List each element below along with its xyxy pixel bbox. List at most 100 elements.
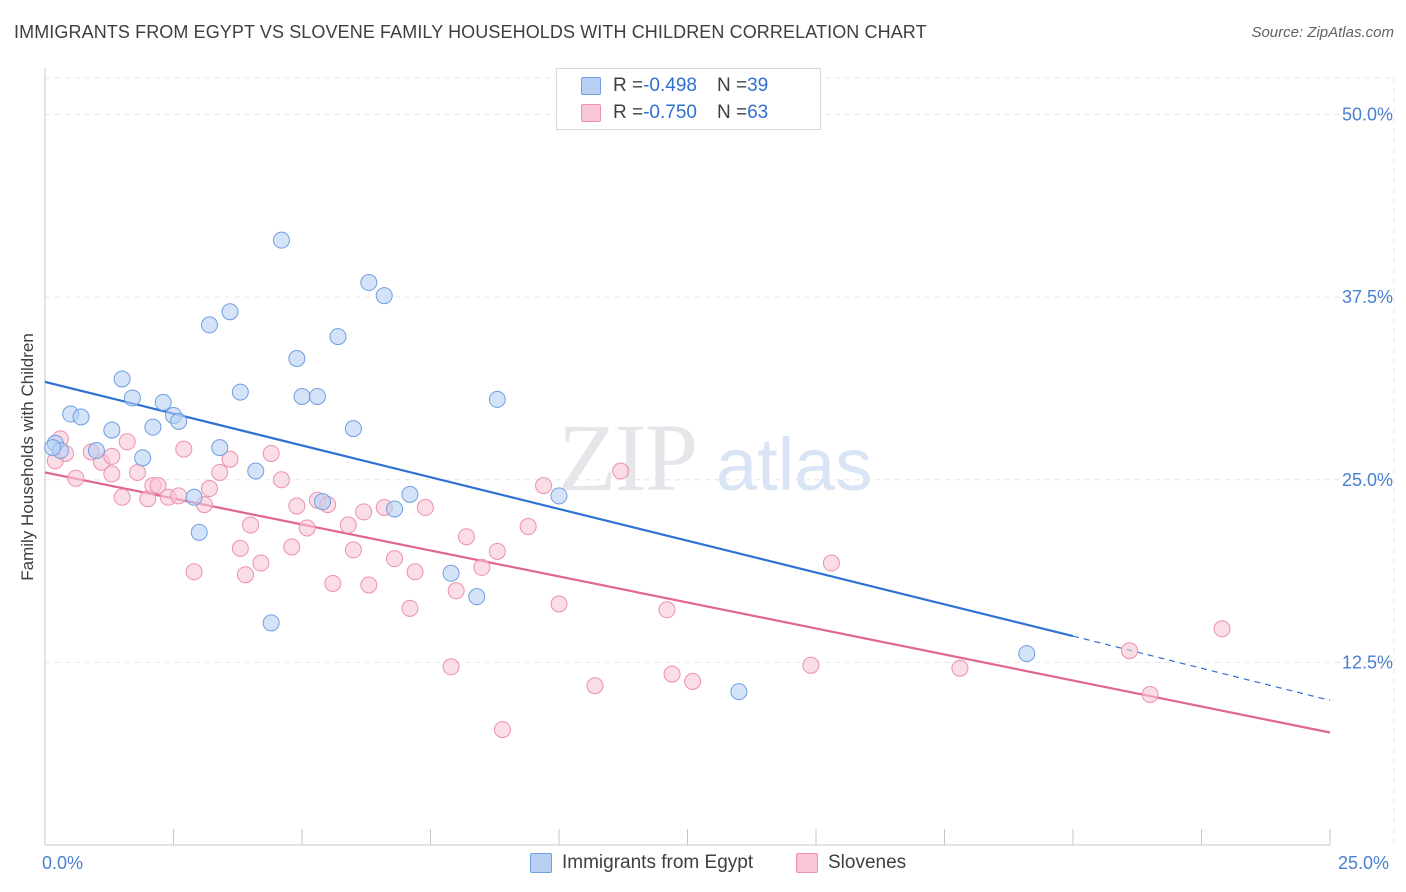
chart-title: IMMIGRANTS FROM EGYPT VS SLOVENE FAMILY … xyxy=(14,22,927,42)
point-egypt xyxy=(72,408,90,426)
point-slovenes xyxy=(1121,642,1139,660)
trend-line-egypt-extension xyxy=(1072,635,1331,701)
point-slovenes xyxy=(103,465,121,483)
legend-n-label: N = xyxy=(716,75,748,96)
point-slovenes xyxy=(416,499,434,517)
point-slovenes xyxy=(221,450,239,468)
point-egypt xyxy=(262,614,280,632)
bottom-legend-egypt: Immigrants from Egypt xyxy=(530,852,753,874)
point-egypt xyxy=(314,493,332,511)
bottom-legend-swatch-egypt xyxy=(530,853,552,873)
point-egypt xyxy=(134,449,152,467)
bottom-legend-label-egypt: Immigrants from Egypt xyxy=(562,852,754,873)
point-slovenes xyxy=(401,599,419,617)
x-tick-label-min: 0.0% xyxy=(42,853,84,873)
point-slovenes xyxy=(586,677,604,695)
trend-line-slovenes xyxy=(44,471,1331,734)
watermark: ZIP atlas xyxy=(558,404,872,511)
point-slovenes xyxy=(288,497,306,515)
point-slovenes xyxy=(103,447,121,465)
point-slovenes xyxy=(262,444,280,462)
point-slovenes xyxy=(406,563,424,581)
bottom-legend-label-slovenes: Slovenes xyxy=(828,852,907,873)
point-slovenes xyxy=(535,477,553,495)
legend-r-label: R = xyxy=(613,75,644,96)
point-slovenes xyxy=(488,542,506,560)
bottom-legend-swatch-slovenes xyxy=(796,853,818,873)
legend-row-egypt: R = -0.498 N = 39 xyxy=(581,75,768,97)
watermark-zip: ZIP xyxy=(558,404,696,511)
point-slovenes xyxy=(113,488,131,506)
point-slovenes xyxy=(185,563,203,581)
point-slovenes xyxy=(242,516,260,534)
point-slovenes xyxy=(457,528,475,546)
point-egypt xyxy=(442,564,460,582)
point-egypt xyxy=(272,231,290,249)
point-slovenes xyxy=(129,463,147,481)
point-slovenes xyxy=(550,595,568,613)
point-egypt xyxy=(550,487,568,505)
points-layer xyxy=(44,231,1231,739)
point-slovenes xyxy=(67,469,85,487)
y-tick-label: 37.5% xyxy=(1342,287,1393,307)
point-egypt xyxy=(190,523,208,541)
point-egypt xyxy=(288,350,306,368)
point-slovenes xyxy=(355,503,373,521)
point-slovenes xyxy=(612,462,630,480)
point-slovenes xyxy=(175,440,193,458)
point-egypt xyxy=(211,439,229,457)
point-egypt xyxy=(386,500,404,518)
point-egypt xyxy=(154,393,172,411)
point-egypt xyxy=(329,328,347,346)
axis-layer: 12.5% 25.0% 37.5% 50.0% xyxy=(44,68,1393,846)
point-egypt xyxy=(170,412,188,430)
point-slovenes xyxy=(339,516,357,534)
legend-r-label: R = xyxy=(613,102,644,123)
legend-n-value: 39 xyxy=(747,75,769,96)
point-egypt xyxy=(103,421,121,439)
y-tick-label: 12.5% xyxy=(1342,652,1393,672)
point-egypt xyxy=(293,387,311,405)
point-egypt xyxy=(401,485,419,503)
legend: R = -0.498 N = 39 R = -0.750 N = 63 xyxy=(556,68,821,130)
point-egypt xyxy=(200,316,218,334)
point-egypt xyxy=(1018,645,1036,663)
point-slovenes xyxy=(493,721,511,739)
bottom-legend-slovenes: Slovenes xyxy=(796,852,906,874)
point-egypt xyxy=(308,387,326,405)
legend-n-label: N = xyxy=(716,102,748,123)
point-slovenes xyxy=(283,538,301,556)
point-egypt xyxy=(375,287,393,305)
point-slovenes xyxy=(298,519,316,537)
point-egypt xyxy=(344,420,362,438)
legend-swatch-slovenes xyxy=(581,104,601,122)
point-slovenes xyxy=(473,558,491,576)
point-egypt xyxy=(123,389,141,407)
trend-line-egypt xyxy=(44,380,1074,638)
point-slovenes xyxy=(272,471,290,489)
point-slovenes xyxy=(149,477,167,495)
legend-row-slovenes: R = -0.750 N = 63 xyxy=(581,102,768,124)
point-slovenes xyxy=(658,601,676,619)
point-egypt xyxy=(730,683,748,701)
point-slovenes xyxy=(1213,620,1231,638)
point-egypt xyxy=(360,274,378,292)
chart-source: Source: ZipAtlas.com xyxy=(1251,24,1394,41)
point-slovenes xyxy=(200,480,218,498)
point-egypt xyxy=(468,588,486,606)
legend-swatch-egypt xyxy=(581,77,601,95)
point-egypt xyxy=(144,418,162,436)
point-egypt xyxy=(221,303,239,321)
point-slovenes xyxy=(1141,686,1159,704)
point-egypt xyxy=(113,370,131,388)
point-egypt xyxy=(247,462,265,480)
point-egypt xyxy=(87,442,105,460)
point-slovenes xyxy=(519,518,537,536)
y-tick-label: 50.0% xyxy=(1342,105,1393,125)
legend-r-value: -0.498 xyxy=(643,75,697,96)
point-slovenes xyxy=(324,574,342,592)
point-slovenes xyxy=(447,582,465,600)
legend-r-value: -0.750 xyxy=(643,102,697,123)
point-slovenes xyxy=(663,665,681,683)
point-slovenes xyxy=(170,487,188,505)
